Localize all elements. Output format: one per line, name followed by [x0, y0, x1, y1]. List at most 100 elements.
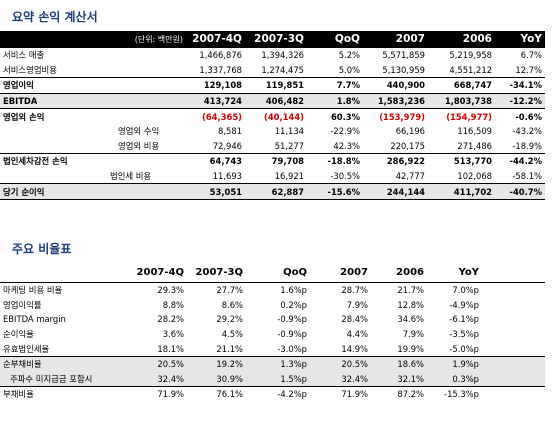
cell: (64,365) [202, 111, 242, 122]
cell: -4.9%p [449, 299, 479, 310]
cell: 5,571,859 [382, 50, 425, 61]
cell: -58.1% [495, 168, 545, 185]
cell: 32.1% [371, 371, 427, 388]
cell: 28.4% [341, 314, 368, 325]
col-header: 2007-4Q [127, 264, 187, 283]
cell: -18.8% [327, 156, 360, 167]
col-header: QoQ [307, 31, 363, 48]
row-label: 영업외 수익 [118, 126, 160, 137]
col-header: YoY [427, 264, 482, 283]
col-header: YoY [495, 31, 545, 48]
cell: 12.8% [397, 299, 424, 310]
cell: 102,068 [428, 168, 495, 185]
table-row: 법인세 비용 11,693 16,921 -30.5% 42,777 102,0… [0, 168, 545, 185]
table-row: 마케팅 비용 비율 29.3% 27.7% 1.6%p 28.7% 21.7% … [0, 283, 545, 298]
row-label: 법인세 비용 [0, 168, 186, 185]
cell: -5.0%p [427, 341, 482, 357]
cell: -40.7% [495, 183, 545, 200]
row-spacer [482, 341, 545, 357]
cell: 11,693 [186, 168, 245, 185]
cell: -15.3%p [444, 389, 479, 400]
cell: 271,486 [428, 138, 495, 155]
cell: 1.3%p [246, 356, 310, 372]
cell: 66,196 [395, 126, 425, 137]
row-spacer [482, 356, 545, 372]
row-label: EBITDA margin [3, 314, 66, 325]
cell: 32.4% [127, 371, 187, 388]
income-statement-title: 요약 손익 계산서 [12, 10, 98, 24]
cell: -15.6% [307, 183, 363, 200]
table-row: 영업외 수익 8,581 11,134 -22.9% 66,196 116,50… [0, 124, 545, 139]
row-label: 영업외 비용 [0, 138, 186, 155]
row-spacer [482, 283, 545, 298]
cell: 18.6% [371, 356, 427, 372]
cell: -18.9% [495, 138, 545, 155]
table-row: EBITDA 413,724 406,482 1.8% 1,583,236 1,… [0, 93, 545, 110]
cell: 42.3% [307, 138, 363, 155]
cell: 87.2% [397, 389, 424, 400]
cell: 7.0%p [452, 285, 479, 296]
row-label: EBITDA [0, 93, 186, 110]
cell: 18.1% [127, 341, 187, 357]
col-header: 2007-3Q [245, 31, 307, 48]
cell: -30.5% [307, 168, 363, 185]
cell: 71.9% [341, 389, 368, 400]
table-row: 영업이익 129,108 119,851 7.7% 440,900 668,74… [0, 77, 545, 94]
cell: 1,337,768 [186, 62, 245, 79]
cell: 28.2% [157, 314, 184, 325]
row-label: 영업이익 [0, 77, 186, 94]
cell: 116,509 [457, 126, 492, 137]
table-row: 순부채비율 20.5% 19.2% 1.3%p 20.5% 18.6% 1.9%… [0, 356, 545, 372]
row-label: 유효법인세율 [0, 341, 127, 357]
cell: 16,921 [245, 168, 307, 185]
cell: -0.6% [515, 111, 542, 122]
row-spacer [482, 371, 545, 388]
table-row: 주파수 미지급금 포함시 32.4% 30.9% 1.5%p 32.4% 32.… [0, 371, 545, 388]
cell: 14.9% [310, 341, 371, 357]
cell: (153,979) [379, 111, 425, 122]
cell: 0.2%p [280, 299, 307, 310]
cell: 413,724 [186, 93, 245, 110]
table-row: 당기 순이익 53,051 62,887 -15.6% 244,144 411,… [0, 183, 545, 200]
cell: 53,051 [186, 183, 245, 200]
header-spacer [0, 264, 127, 283]
cell: 19.9% [371, 341, 427, 357]
cell: -0.9%p [277, 329, 307, 340]
col-header: 2007 [363, 31, 428, 48]
row-label: 순이익율 [3, 329, 34, 340]
cell: 62,887 [245, 183, 307, 200]
row-label: 영업이익률 [3, 299, 42, 310]
cell: 406,482 [245, 93, 307, 110]
cell: 286,922 [386, 156, 425, 167]
cell: 27.7% [216, 285, 243, 296]
cell: -12.2% [495, 93, 545, 110]
row-label: 서비스영업비용 [0, 62, 186, 79]
cell: 129,108 [186, 77, 245, 94]
row-label: 마케팅 비용 비율 [3, 285, 63, 296]
cell: 51,277 [245, 138, 307, 155]
cell: -3.5%p [449, 329, 479, 340]
row-label: 영업외 손익 [3, 111, 45, 122]
row-spacer [482, 298, 545, 313]
row-spacer [482, 387, 545, 402]
col-header: 2007-3Q [187, 264, 246, 283]
cell: -34.1% [495, 77, 545, 94]
cell: 220,175 [363, 138, 428, 155]
row-label: 주파수 미지급금 포함시 [0, 371, 127, 388]
cell: 4.5% [221, 329, 243, 340]
cell: 668,747 [428, 77, 495, 94]
cell: 0.3%p [427, 371, 482, 388]
cell: 7.9% [346, 299, 368, 310]
cell: 19.2% [187, 356, 246, 372]
cell: 5.0% [307, 62, 363, 79]
cell: 42,777 [363, 168, 428, 185]
cell: 119,851 [245, 77, 307, 94]
cell: (40,144) [264, 111, 304, 122]
cell: 1.6%p [280, 285, 307, 296]
cell: 5,130,959 [363, 62, 428, 79]
cell: 1,394,326 [261, 50, 304, 61]
cell: -4.2%p [277, 389, 307, 400]
cell: 4.4% [346, 329, 368, 340]
cell: -22.9% [330, 126, 360, 137]
cell: 11,134 [274, 126, 304, 137]
